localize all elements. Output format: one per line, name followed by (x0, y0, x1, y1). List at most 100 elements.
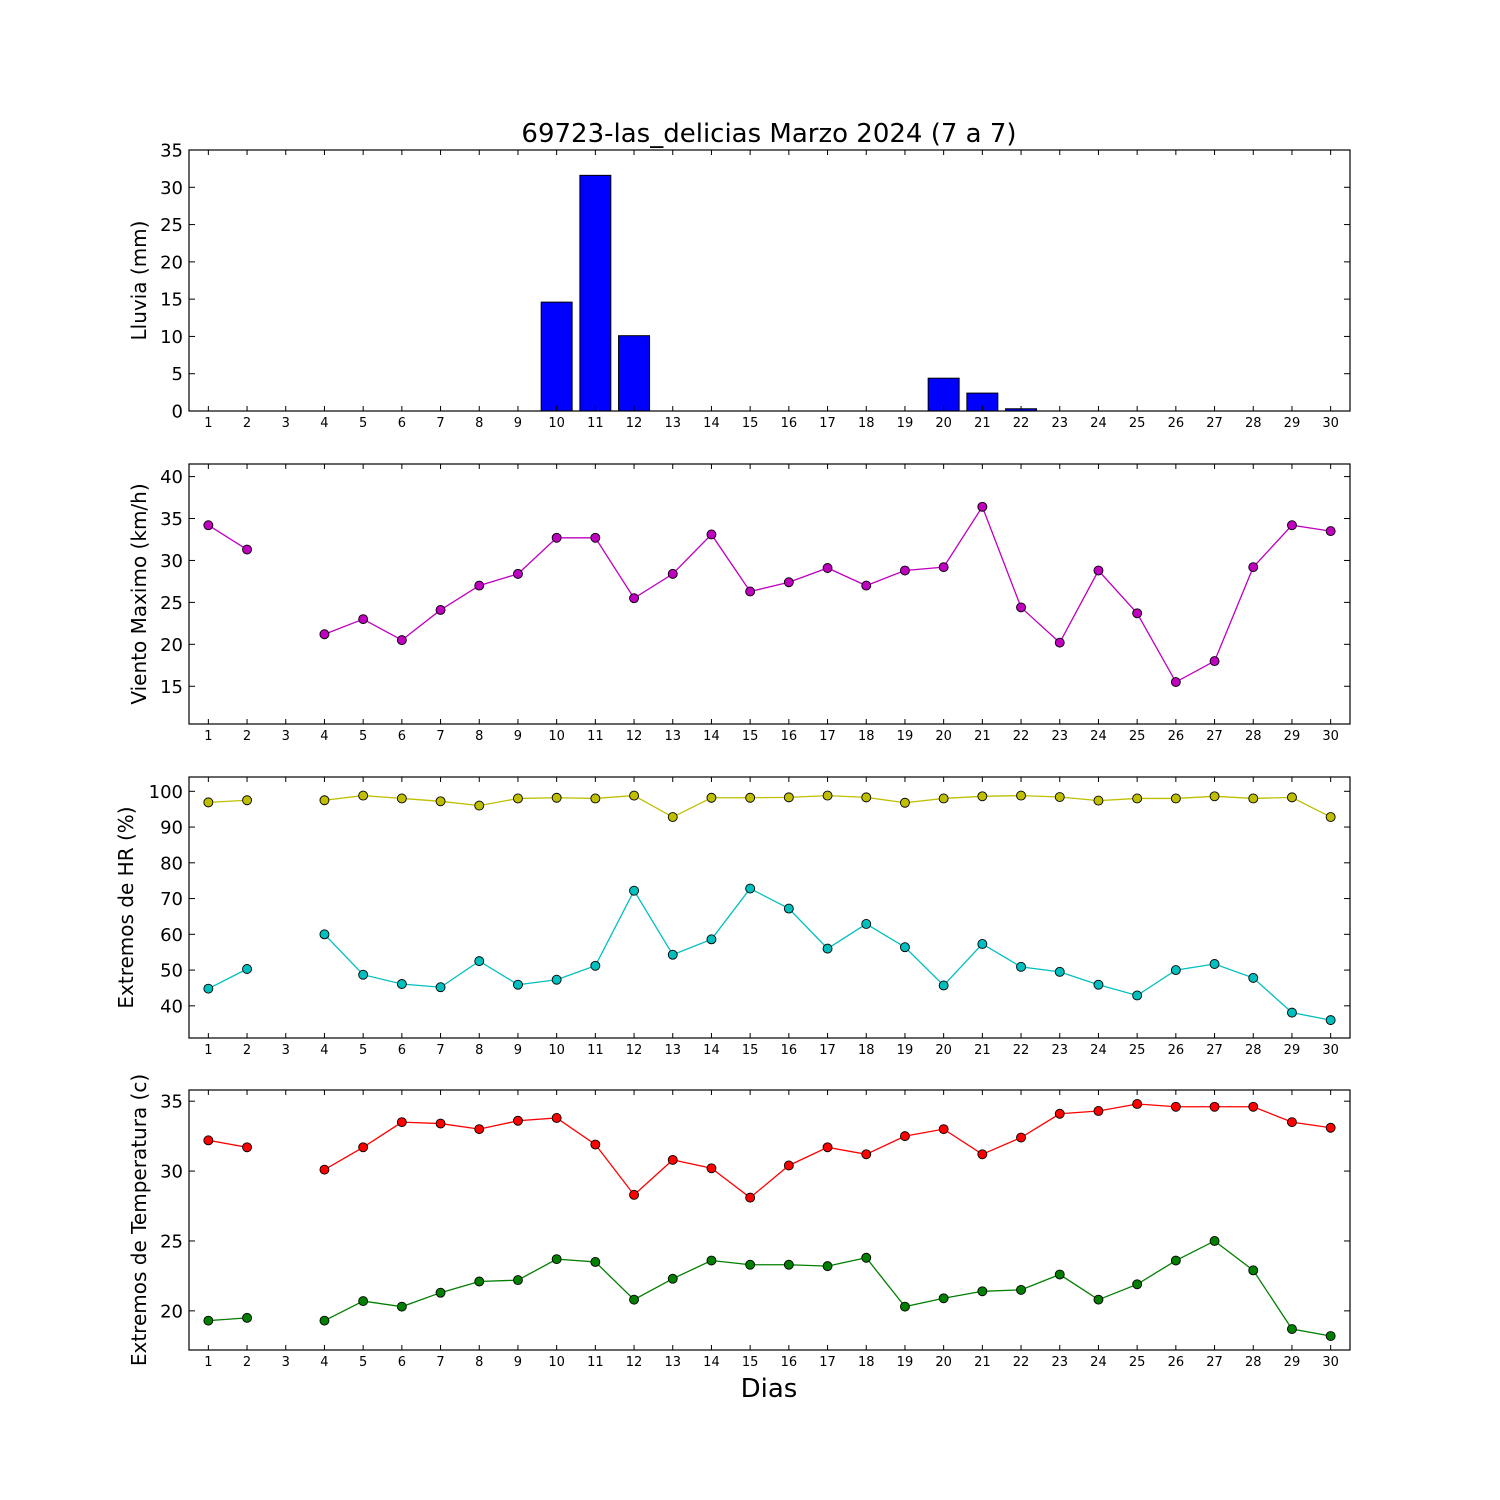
x-tick-label: 19 (897, 1355, 914, 1370)
series-2-point-day-19 (900, 942, 910, 953)
x-tick-label: 17 (819, 1043, 836, 1058)
series-2-point-day-1 (203, 1315, 214, 1326)
series-2-point-day-6 (396, 1301, 407, 1312)
x-tick-label: 13 (664, 729, 681, 744)
series-2-point-day-13 (667, 949, 678, 960)
series-1-point-day-30 (1325, 526, 1336, 537)
x-tick-label: 7 (436, 1355, 444, 1370)
series-1-point-day-12 (629, 790, 639, 801)
series-1-point-day-21 (977, 791, 988, 802)
series-1-point-day-26 (1170, 1101, 1181, 1112)
y-tick-label: 0 (172, 402, 183, 423)
x-tick-label: 6 (398, 1355, 406, 1370)
series-1-point-day-20 (938, 1124, 949, 1135)
series-1-point-day-25 (1132, 608, 1143, 619)
series-2-point-day-5 (358, 969, 369, 980)
series-1-point-day-8 (474, 1124, 485, 1135)
y-tick-label: 80 (160, 853, 183, 874)
series-1-point-day-6 (396, 635, 407, 646)
series-2-point-day-22 (1016, 1284, 1026, 1295)
series-1-point-day-21 (977, 1149, 988, 1160)
x-tick-label: 7 (436, 1043, 444, 1058)
x-tick-label: 28 (1245, 416, 1262, 431)
x-tick-label: 11 (587, 416, 604, 431)
y-tick-label: 20 (160, 1301, 183, 1322)
y-tick-label: 20 (160, 252, 183, 273)
y-tick-label: 25 (160, 593, 183, 614)
series-1-point-day-19 (900, 797, 910, 808)
x-tick-label: 23 (1051, 729, 1068, 744)
series-2-point-day-9 (513, 979, 523, 990)
x-tick-label: 3 (282, 416, 290, 431)
series-1-point-day-7 (435, 1118, 446, 1129)
series-2-point-day-23 (1054, 966, 1065, 977)
series-1-point-day-24 (1093, 565, 1104, 576)
x-tick-label: 25 (1129, 416, 1146, 431)
series-1-point-day-12 (629, 1189, 639, 1200)
x-tick-label: 29 (1284, 416, 1301, 431)
x-tick-label: 25 (1129, 1355, 1146, 1370)
x-tick-label: 16 (781, 729, 798, 744)
bar-day-11 (579, 174, 612, 412)
series-1-line-1 (208, 1139, 248, 1148)
y-tick-label: 30 (160, 178, 183, 199)
x-tick-label: 20 (935, 729, 952, 744)
x-tick-label: 15 (742, 729, 759, 744)
x-tick-label: 19 (897, 416, 914, 431)
series-1-point-day-5 (358, 790, 369, 801)
y-tick-label: 40 (160, 467, 183, 488)
series-1-point-day-1 (203, 1135, 214, 1146)
x-tick-label: 22 (1013, 1043, 1030, 1058)
x-tick-label: 17 (819, 1355, 836, 1370)
x-tick-label: 30 (1322, 416, 1339, 431)
y-tick-label: 35 (160, 1092, 183, 1113)
series-1-point-day-4 (319, 629, 330, 640)
x-tick-label: 24 (1090, 1043, 1107, 1058)
y-tick-label: 40 (160, 996, 183, 1017)
series-1-point-day-17 (822, 790, 833, 801)
series-1-point-day-27 (1209, 791, 1220, 802)
series-1-point-day-13 (667, 1154, 678, 1165)
y-tick-label: 25 (160, 1231, 183, 1252)
series-2-point-day-14 (706, 934, 717, 945)
series-1-point-day-28 (1248, 562, 1259, 573)
series-1-point-day-15 (745, 586, 756, 597)
x-tick-label: 22 (1013, 729, 1030, 744)
series-2-point-day-7 (435, 1287, 446, 1298)
x-tick-label: 3 (282, 1043, 290, 1058)
series-1-point-day-22 (1016, 602, 1026, 613)
y-axis-label: Extremos de HR (%) (114, 806, 138, 1008)
x-tick-label: 7 (436, 729, 444, 744)
x-tick-label: 27 (1206, 729, 1223, 744)
series-1-point-day-25 (1132, 1099, 1143, 1109)
x-tick-label: 1 (204, 729, 212, 744)
x-tick-label: 26 (1168, 416, 1185, 431)
y-tick-label: 60 (160, 925, 183, 946)
x-tick-label: 5 (359, 1355, 367, 1370)
series-2-point-day-29 (1286, 1007, 1297, 1018)
series-1-point-day-8 (474, 800, 485, 811)
series-2-point-day-9 (513, 1275, 523, 1286)
x-tick-label: 14 (703, 416, 720, 431)
series-1-point-day-16 (783, 792, 794, 803)
series-1-point-day-5 (358, 1142, 369, 1153)
x-tick-label: 6 (398, 1043, 406, 1058)
series-1-point-day-10 (551, 1113, 562, 1123)
x-tick-label: 1 (204, 1355, 212, 1370)
series-2-point-day-21 (977, 939, 988, 949)
series-2-point-day-22 (1016, 961, 1026, 972)
y-tick-label: 35 (160, 509, 183, 530)
x-tick-label: 27 (1206, 1043, 1223, 1058)
series-1-point-day-17 (822, 563, 833, 573)
x-tick-label: 15 (742, 1043, 759, 1058)
x-tick-label: 3 (282, 1355, 290, 1370)
series-2-point-day-25 (1132, 1279, 1143, 1290)
y-tick-label: 25 (160, 215, 183, 236)
x-tick-label: 5 (359, 729, 367, 744)
series-1-point-day-22 (1016, 1132, 1026, 1143)
series-1-point-day-10 (551, 532, 562, 543)
series-1-point-day-18 (861, 1149, 872, 1160)
y-tick-label: 30 (160, 1162, 183, 1183)
series-1-point-day-6 (396, 1117, 407, 1128)
x-tick-label: 5 (359, 1043, 367, 1058)
